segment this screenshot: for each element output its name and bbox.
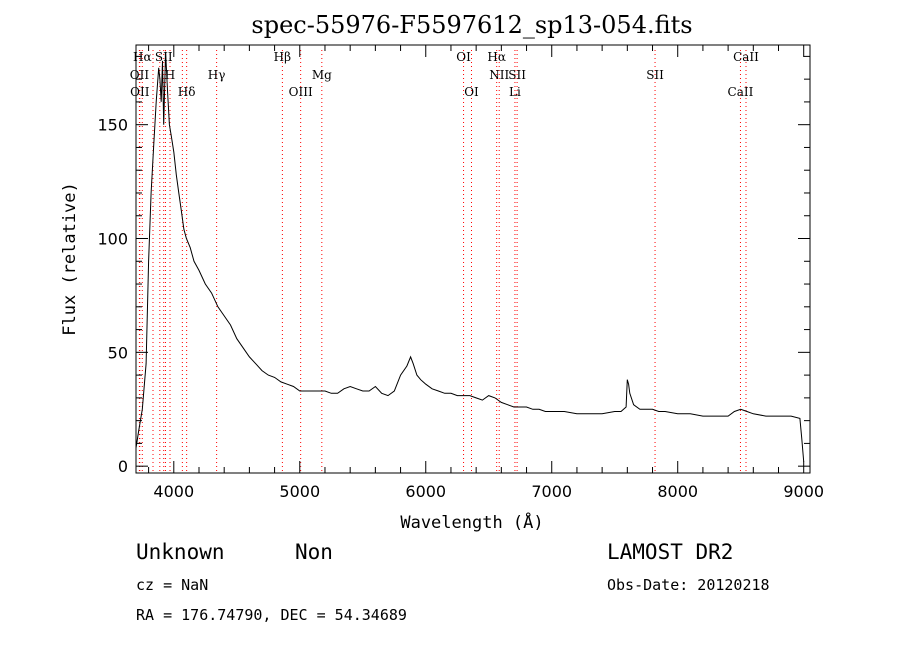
coordinates: RA = 176.74790, DEC = 54.34689: [136, 606, 407, 624]
spectral-line-label: CaII: [728, 85, 754, 99]
x-tick-label: 7000: [531, 482, 572, 501]
survey-name: LAMOST DR2: [607, 540, 734, 564]
spectral-line-label: SII: [508, 68, 526, 82]
x-tick-label: 9000: [783, 482, 824, 501]
y-axis-label: Flux (relative): [60, 182, 80, 336]
y-tick-label: 150: [97, 116, 128, 135]
x-tick-label: 6000: [405, 482, 446, 501]
spectral-line-label: Hγ: [208, 68, 226, 82]
spectral-line-label: Hα: [487, 50, 506, 64]
spectral-line-label: SII: [646, 68, 664, 82]
spectral-line-label: Mg: [312, 68, 332, 82]
spectral-line-label: Hβ: [274, 50, 291, 64]
object-class: Unknown: [136, 540, 225, 564]
spectral-line-label: SII: [155, 50, 173, 64]
y-tick-label: 0: [118, 457, 128, 476]
spectral-marker-lines: [138, 50, 747, 473]
spectral-line-label: CaII: [733, 50, 759, 64]
spectral-line-label: OII: [130, 85, 150, 99]
y-tick-label: 50: [108, 343, 128, 362]
observation-date: Obs-Date: 20120218: [607, 576, 770, 594]
x-tick-label: 5000: [279, 482, 320, 501]
spectral-line-label: Hδ: [178, 85, 196, 99]
y-tick-label: 100: [97, 230, 128, 249]
spectrum-series-line: [135, 51, 805, 462]
x-tick-label: 4000: [153, 482, 194, 501]
spectral-line-label: Hα: [133, 50, 152, 64]
axis-tick-labels: 4000 5000 6000 7000 8000 9000 0 50 100 150: [97, 116, 824, 501]
x-axis-label: Wavelength (Å): [400, 511, 543, 533]
spectral-line-label: NII: [489, 68, 509, 82]
spectral-line-label: OI: [456, 50, 471, 64]
spectral-line-label: Li: [509, 85, 521, 99]
spectral-line-label: OII: [130, 68, 150, 82]
x-tick-label: 8000: [657, 482, 698, 501]
axis-ticks: [136, 45, 810, 473]
object-subclass: Non: [295, 540, 333, 564]
spectral-line-label: OIII: [289, 85, 313, 99]
redshift-cz: cz = NaN: [136, 576, 209, 594]
plot-frame: [135, 44, 811, 474]
chart-title: spec-55976-F5597612_sp13-054.fits: [251, 11, 692, 39]
spectral-line-label: H: [165, 68, 175, 82]
spectral-line-label: OI: [464, 85, 479, 99]
